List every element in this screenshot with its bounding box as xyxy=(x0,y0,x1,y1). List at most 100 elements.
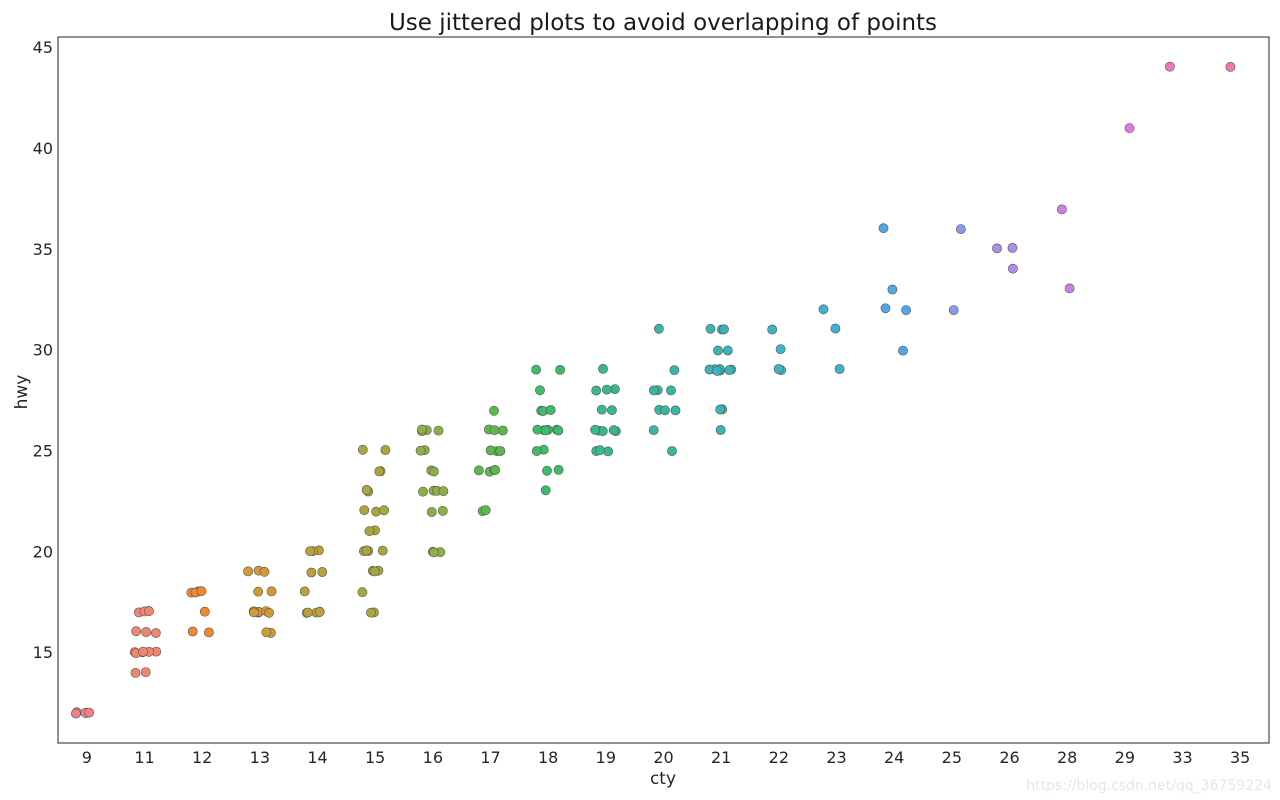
x-tick-label: 21 xyxy=(711,748,731,767)
data-point xyxy=(357,587,368,598)
data-point xyxy=(203,627,214,638)
data-point xyxy=(489,425,500,435)
data-point xyxy=(359,505,370,515)
data-point xyxy=(366,607,376,618)
data-point xyxy=(1008,263,1018,274)
x-tick-label: 35 xyxy=(1230,748,1250,767)
data-point xyxy=(259,566,270,577)
data-point xyxy=(887,284,898,295)
data-point xyxy=(956,224,966,234)
data-point xyxy=(705,323,716,334)
data-point xyxy=(361,545,372,556)
plot-frame xyxy=(57,36,1270,744)
data-point xyxy=(361,484,372,495)
y-tick-label: 25 xyxy=(33,442,53,461)
x-tick-label: 20 xyxy=(653,748,673,767)
data-point xyxy=(1124,123,1135,134)
data-point xyxy=(666,385,676,396)
data-point xyxy=(480,505,491,515)
data-point xyxy=(371,506,381,517)
data-point xyxy=(948,305,959,315)
data-point xyxy=(306,567,317,578)
x-axis-label: cty xyxy=(650,769,676,789)
y-tick-label: 40 xyxy=(33,139,53,158)
y-tick-label: 15 xyxy=(33,643,53,662)
x-tick-label: 24 xyxy=(884,748,904,767)
data-point xyxy=(243,566,253,577)
data-point xyxy=(608,425,619,436)
y-axis-label: hwy xyxy=(12,375,32,410)
data-point xyxy=(305,546,315,557)
data-point xyxy=(84,707,95,718)
x-tick-label: 12 xyxy=(192,748,212,767)
x-tick-label: 14 xyxy=(307,748,327,767)
data-point xyxy=(670,405,681,416)
data-point xyxy=(610,384,620,394)
data-point xyxy=(715,425,726,435)
data-point xyxy=(490,465,500,475)
data-point xyxy=(302,607,313,618)
x-tick-label: 13 xyxy=(250,748,270,767)
data-point xyxy=(364,526,375,537)
data-point xyxy=(433,425,444,436)
data-point xyxy=(418,486,428,497)
data-point xyxy=(555,364,565,375)
data-point xyxy=(140,667,151,677)
x-tick-label: 25 xyxy=(942,748,962,767)
data-point xyxy=(379,505,389,516)
data-point xyxy=(264,607,274,618)
data-point xyxy=(669,365,680,375)
data-point xyxy=(377,545,388,556)
data-point xyxy=(545,405,556,415)
data-point xyxy=(660,405,670,416)
x-tick-label: 15 xyxy=(365,748,385,767)
data-point xyxy=(1057,204,1067,215)
data-point xyxy=(144,606,154,617)
data-point xyxy=(489,405,499,416)
data-point xyxy=(438,486,449,497)
data-point xyxy=(141,627,151,637)
data-point xyxy=(417,424,427,435)
chart-title: Use jittered plots to avoid overlapping … xyxy=(389,10,937,36)
data-point xyxy=(713,345,723,356)
data-point xyxy=(992,243,1002,254)
data-point xyxy=(667,446,677,456)
data-point xyxy=(834,364,845,374)
data-point xyxy=(497,425,508,436)
data-point xyxy=(266,586,277,597)
data-point xyxy=(317,567,328,577)
data-point xyxy=(715,404,726,415)
data-point xyxy=(532,424,543,435)
data-point xyxy=(1064,283,1075,294)
data-point xyxy=(818,304,829,315)
data-points xyxy=(71,61,1236,719)
data-point xyxy=(542,465,552,476)
data-point xyxy=(187,626,198,637)
data-point xyxy=(485,445,496,456)
x-tick-label: 29 xyxy=(1115,748,1135,767)
data-point xyxy=(357,444,368,455)
x-tick-label: 26 xyxy=(999,748,1019,767)
data-point xyxy=(722,345,733,356)
data-point xyxy=(648,425,659,435)
x-tick-label: 16 xyxy=(423,748,443,767)
data-point xyxy=(590,424,600,435)
data-point xyxy=(429,547,439,558)
x-tick-label: 19 xyxy=(596,748,616,767)
data-point xyxy=(130,668,141,678)
data-point xyxy=(248,607,259,618)
data-point xyxy=(261,627,272,638)
data-point xyxy=(1165,61,1175,72)
data-point xyxy=(553,464,564,475)
data-point xyxy=(649,385,659,396)
data-point xyxy=(369,566,380,577)
data-point xyxy=(253,586,264,597)
data-point xyxy=(540,425,551,436)
x-tick-label: 28 xyxy=(1057,748,1077,767)
data-point xyxy=(596,404,607,415)
x-tick-label: 23 xyxy=(826,748,846,767)
data-point xyxy=(880,303,891,314)
watermark: https://blog.csdn.net/qq_36759224 xyxy=(1026,778,1272,794)
data-point xyxy=(901,305,911,315)
